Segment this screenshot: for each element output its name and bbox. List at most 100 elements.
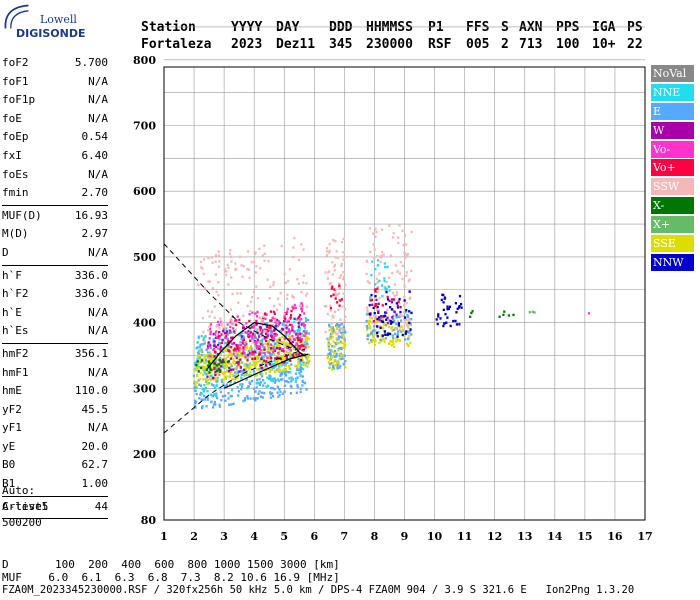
echo-point (437, 315, 440, 318)
echo-point (235, 374, 238, 377)
echo-point (275, 332, 278, 336)
x-tick-label: 2 (190, 530, 198, 543)
echo-point (263, 366, 266, 370)
echo-point (379, 338, 382, 342)
echo-point (218, 327, 221, 330)
echo-point (289, 338, 292, 341)
echo-point (253, 260, 256, 264)
echo-point (215, 384, 218, 387)
echo-point (224, 366, 227, 369)
echo-point (302, 344, 305, 348)
echo-point (283, 357, 286, 360)
echo-point (249, 352, 252, 355)
echo-point (290, 376, 293, 379)
echo-point (273, 338, 276, 341)
echo-point (238, 318, 241, 322)
echo-point (249, 328, 252, 332)
echo-point (286, 320, 289, 324)
echo-point (293, 352, 297, 356)
echo-point (397, 324, 400, 327)
echo-point (331, 350, 334, 353)
echo-point (221, 350, 225, 354)
echo-point (266, 376, 269, 379)
x-tick-label: 10 (427, 530, 443, 543)
echo-point (244, 357, 247, 360)
echo-point (378, 318, 381, 322)
echo-point (305, 388, 308, 391)
echo-point (285, 350, 288, 354)
echo-point (337, 292, 341, 295)
echo-point (219, 361, 222, 365)
echo-point (409, 323, 412, 326)
echo-point (252, 372, 256, 375)
echo-point (285, 312, 288, 316)
echo-point (272, 283, 275, 287)
echo-point (212, 357, 215, 360)
echo-point (214, 332, 217, 335)
echo-point (368, 319, 371, 323)
echo-point (208, 351, 211, 354)
echo-point (340, 274, 343, 277)
echo-point (204, 358, 207, 361)
echo-point (404, 321, 407, 324)
echo-point (269, 392, 272, 396)
echo-point (276, 342, 279, 346)
echo-point (297, 351, 300, 354)
echo-point (333, 310, 336, 314)
echo-point (236, 353, 239, 357)
echo-point (338, 354, 341, 358)
echo-point (258, 358, 261, 362)
param-value: 336.0 (74, 287, 108, 301)
echo-point (326, 355, 329, 359)
echo-point (385, 318, 388, 321)
echo-point (335, 325, 339, 329)
echo-point (334, 364, 338, 367)
echo-point (305, 305, 308, 309)
echo-point (281, 378, 284, 381)
echo-point (266, 351, 269, 354)
echo-point (368, 315, 372, 319)
echo-point (338, 304, 341, 307)
echo-point (225, 332, 228, 335)
echo-point (254, 251, 257, 254)
echo-point (287, 328, 290, 331)
echo-point (203, 361, 206, 364)
echo-point (395, 302, 399, 305)
echo-point (244, 348, 248, 351)
echo-point (283, 337, 286, 341)
echo-point (217, 363, 221, 366)
echo-point (206, 398, 209, 401)
param-value: N/A (88, 365, 108, 379)
echo-point (203, 342, 206, 345)
echo-point (197, 367, 200, 370)
echo-point (333, 263, 337, 267)
echo-point (251, 359, 254, 362)
echo-point (401, 229, 404, 233)
echo-point (227, 331, 230, 335)
echo-point (200, 392, 203, 396)
echo-point (373, 343, 377, 347)
echo-point (283, 353, 286, 357)
echo-point (227, 339, 230, 343)
echo-point (277, 395, 280, 398)
echo-point (337, 299, 340, 302)
echo-point (261, 362, 264, 365)
echo-point (281, 347, 284, 351)
echo-point (229, 351, 233, 354)
echo-point (209, 332, 212, 336)
echo-point (260, 375, 264, 378)
echo-point (403, 233, 407, 237)
param-name: foF1p (2, 93, 36, 107)
echo-point (277, 379, 280, 383)
echo-point (291, 356, 294, 359)
echo-point (324, 271, 327, 274)
echo-point (249, 309, 252, 313)
echo-point (278, 369, 282, 372)
echo-point (289, 355, 292, 359)
echo-point (366, 326, 369, 330)
x-tick-label: 7 (341, 530, 349, 543)
echo-point (275, 322, 278, 325)
echo-point (233, 375, 236, 378)
echo-point (227, 266, 230, 269)
echo-point (256, 373, 259, 377)
